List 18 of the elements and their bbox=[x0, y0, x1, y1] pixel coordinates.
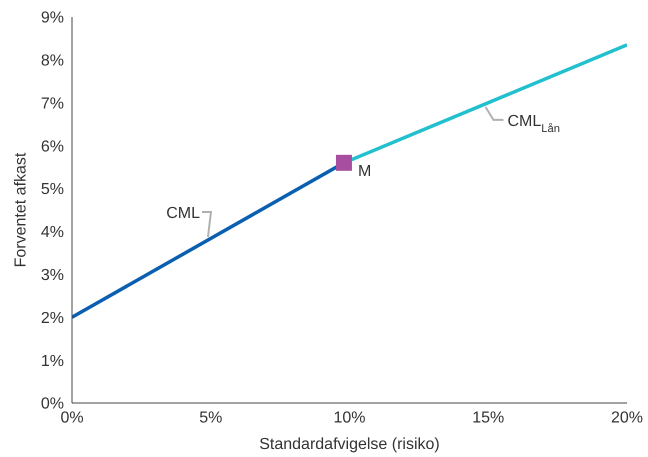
series-label: CML$_{Lån}$ bbox=[507, 112, 560, 135]
series-label: M bbox=[358, 162, 372, 180]
x-tick-label: 5% bbox=[199, 409, 222, 426]
x-axis-title: Standardafvigelse (risiko) bbox=[259, 436, 440, 453]
y-tick-label: 5% bbox=[40, 181, 64, 198]
y-tick-label: 7% bbox=[40, 95, 64, 112]
y-tick-label: 9% bbox=[40, 10, 64, 27]
y-tick-label: 4% bbox=[40, 224, 64, 242]
series-label: CML bbox=[166, 205, 200, 222]
y-axis-title: Forventet afkast bbox=[12, 152, 30, 268]
y-tick-label: 2% bbox=[40, 310, 64, 327]
y-tick-label: 1% bbox=[40, 352, 64, 370]
x-tick-label: 20% bbox=[610, 409, 644, 426]
y-tick-label: 8% bbox=[40, 52, 64, 70]
x-tick-label: 10% bbox=[333, 409, 366, 426]
y-tick-label: 3% bbox=[40, 267, 64, 284]
y-tick-label: 6% bbox=[40, 138, 64, 156]
x-tick-label: 15% bbox=[472, 409, 504, 426]
